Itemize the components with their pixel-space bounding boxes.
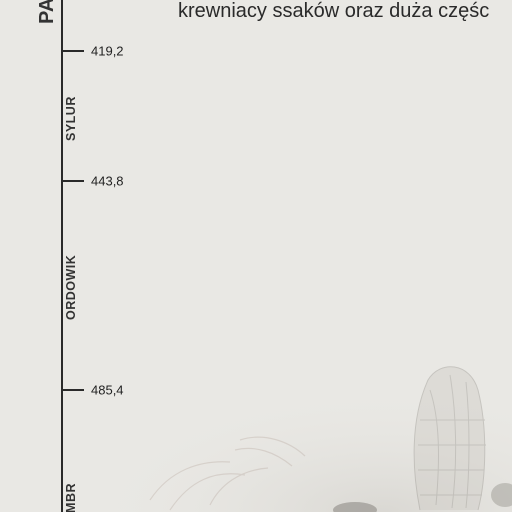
timeline-tick xyxy=(62,389,84,391)
tick-label: 419,2 xyxy=(91,43,124,59)
frond-illustration xyxy=(149,436,306,511)
period-label-ordovician: ORDOWIK xyxy=(64,254,78,320)
section-heading: krewniacy ssaków oraz duża częśc xyxy=(178,0,490,22)
sea-lily-illustration xyxy=(413,366,486,511)
timeline-axis xyxy=(61,0,63,512)
period-label-cambrian: KAMBR xyxy=(64,482,78,512)
era-label: PA xyxy=(36,0,58,24)
timeline-tick xyxy=(62,180,84,182)
stone-illustration xyxy=(333,483,512,512)
period-label-silurian: SYLUR xyxy=(64,96,78,141)
tick-label: 443,8 xyxy=(91,173,124,189)
timeline-tick xyxy=(62,50,84,52)
tick-label: 485,4 xyxy=(91,382,124,398)
